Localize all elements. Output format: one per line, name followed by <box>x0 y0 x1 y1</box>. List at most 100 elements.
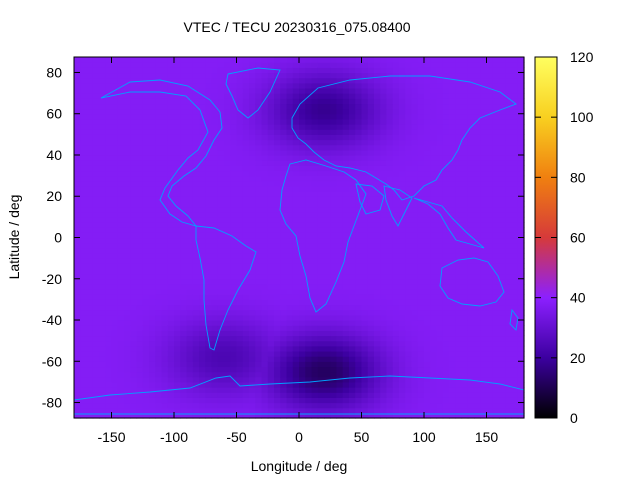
heatmap-cell <box>130 320 138 326</box>
heatmap-cell <box>99 113 106 120</box>
heatmap-cell <box>186 387 194 393</box>
heatmap-cell <box>242 350 250 357</box>
heatmap-cell <box>186 154 194 161</box>
heatmap-cell <box>486 356 494 362</box>
heatmap-cell <box>405 268 413 275</box>
heatmap-cell <box>155 392 163 398</box>
heatmap-cell <box>499 392 506 398</box>
heatmap-cell <box>324 361 331 368</box>
heatmap-cell <box>186 129 194 135</box>
heatmap-cell <box>105 232 113 239</box>
heatmap-cell <box>167 273 175 280</box>
heatmap-cell <box>149 108 156 115</box>
heatmap-cell <box>342 108 350 115</box>
heatmap-cell <box>392 175 400 182</box>
heatmap-cell <box>392 356 400 362</box>
heatmap-cell <box>224 314 231 321</box>
heatmap-cell <box>492 381 500 388</box>
heatmap-cell <box>142 325 150 331</box>
heatmap-cell <box>167 191 175 197</box>
heatmap-cell <box>342 252 350 259</box>
heatmap-cell <box>436 82 444 89</box>
heatmap-cell <box>299 118 306 125</box>
heatmap-cell <box>336 82 344 89</box>
heatmap-cell <box>324 67 331 74</box>
heatmap-cell <box>361 216 369 223</box>
heatmap-cell <box>292 139 300 146</box>
heatmap-cell <box>336 201 344 208</box>
heatmap-cell <box>486 129 494 135</box>
heatmap-cell <box>480 82 488 89</box>
heatmap-cell <box>236 407 244 414</box>
heatmap-cell <box>155 201 163 208</box>
heatmap-cell <box>111 129 119 135</box>
heatmap-cell <box>386 376 394 383</box>
heatmap-cell <box>474 129 481 135</box>
heatmap-cell <box>449 165 456 172</box>
heatmap-cell <box>399 87 406 94</box>
heatmap-cell <box>149 82 156 89</box>
heatmap-cell <box>499 124 506 130</box>
heatmap-cell <box>230 335 238 342</box>
heatmap-cell <box>155 356 163 362</box>
heatmap-cell <box>455 252 463 259</box>
heatmap-cell <box>224 222 231 228</box>
heatmap-cell <box>411 335 419 342</box>
heatmap-cell <box>330 273 338 280</box>
heatmap-cell <box>305 407 313 414</box>
heatmap-cell <box>367 108 375 115</box>
heatmap-cell <box>130 309 138 316</box>
heatmap-cell <box>92 304 100 311</box>
heatmap-cell <box>136 149 144 156</box>
heatmap-cell <box>424 350 431 357</box>
heatmap-cell <box>155 196 163 202</box>
heatmap-cell <box>299 278 306 285</box>
heatmap-cell <box>130 371 138 378</box>
heatmap-cell <box>455 268 463 275</box>
heatmap-cell <box>280 402 288 409</box>
heatmap-cell <box>292 356 300 362</box>
heatmap-cell <box>74 62 81 68</box>
heatmap-cell <box>199 335 206 342</box>
heatmap-cell <box>492 57 500 63</box>
heatmap-cell <box>430 77 438 84</box>
heatmap-cell <box>92 325 100 331</box>
heatmap-cell <box>461 222 469 228</box>
heatmap-cell <box>74 268 81 275</box>
heatmap-cell <box>499 299 506 306</box>
heatmap-cell <box>105 345 113 352</box>
heatmap-cell <box>380 170 388 177</box>
heatmap-cell <box>474 407 481 414</box>
heatmap-cell <box>386 191 394 197</box>
heatmap-cell <box>167 196 175 202</box>
heatmap-cell <box>311 206 319 213</box>
heatmap-cell <box>92 345 100 352</box>
heatmap-cell <box>286 330 294 337</box>
heatmap-cell <box>436 407 444 414</box>
heatmap-cell <box>349 77 356 84</box>
heatmap-cell <box>86 129 94 135</box>
heatmap-cell <box>167 376 175 383</box>
heatmap-cell <box>380 154 388 161</box>
heatmap-cell <box>424 356 431 362</box>
heatmap-cell <box>111 330 119 337</box>
heatmap-cell <box>286 211 294 218</box>
heatmap-cell <box>161 309 169 316</box>
heatmap-cell <box>511 387 519 393</box>
heatmap-cell <box>417 340 425 347</box>
heatmap-cell <box>186 222 194 228</box>
heatmap-cell <box>124 113 131 120</box>
heatmap-cell <box>499 387 506 393</box>
heatmap-cell <box>186 320 194 326</box>
heatmap-cell <box>480 252 488 259</box>
heatmap-cell <box>155 62 163 68</box>
heatmap-cell <box>392 402 400 409</box>
heatmap-cell <box>517 325 525 331</box>
heatmap-cell <box>355 144 363 151</box>
heatmap-cell <box>424 376 431 383</box>
heatmap-cell <box>355 381 363 388</box>
heatmap-cell <box>361 252 369 259</box>
heatmap-cell <box>149 134 156 141</box>
heatmap-cell <box>205 134 213 141</box>
heatmap-cell <box>386 350 394 357</box>
